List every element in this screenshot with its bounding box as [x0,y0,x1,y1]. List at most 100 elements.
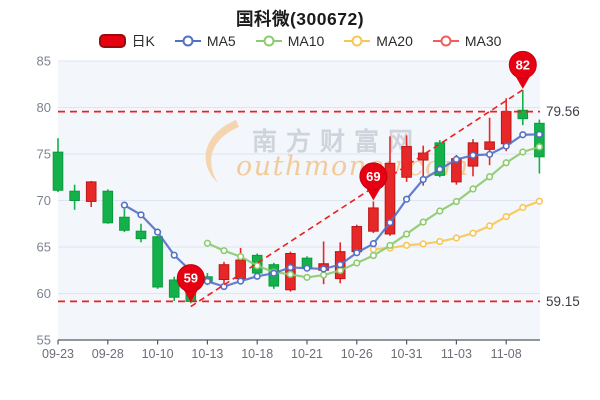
ma-point-ma10 [203,239,211,247]
candle-body [135,230,147,240]
ma-point-ma5 [486,150,494,158]
candle-body [484,141,495,150]
ma-point-ma5 [403,195,411,203]
ma-point-ma5 [237,277,245,285]
trend-line [190,89,524,308]
legend-item-ma20[interactable]: MA20 [344,33,413,49]
ma-point-ma10 [403,230,411,238]
ma-point-ma20 [535,197,544,205]
ma-point-ma5 [170,251,178,259]
x-axis-label: 09-23 [42,347,74,361]
x-axis-label: 11-03 [441,347,472,361]
legend-item-ma5[interactable]: MA5 [174,33,236,49]
x-axis-label: 10-18 [241,347,273,361]
chart-legend: 日K MA5 MA10 MA20 MA30 [0,31,600,51]
candle-body [384,162,396,235]
marker-balloon-69 [359,162,388,191]
candle-body [401,146,412,178]
watermark-swoosh [205,120,239,183]
candle-body [434,142,446,176]
chart-title: 国科微(300672) [235,9,365,29]
candle-body [69,190,80,201]
y-axis-label: 60 [37,286,51,301]
legend-label: MA5 [206,33,236,49]
candle-body [102,190,114,224]
legend-item-ma10[interactable]: MA10 [255,33,325,49]
candle-body [417,152,429,161]
ma-point-ma5 [120,201,128,209]
candle-body [52,151,64,191]
candle-body [534,122,545,158]
y-axis-label: 55 [37,333,51,348]
y-axis-label: 85 [37,54,51,69]
ma-point-ma20 [486,222,494,230]
ma5-marker-icon [174,35,201,47]
ma-point-ma5 [353,249,361,257]
ma-point-ma5 [386,219,394,227]
ma-point-ma20 [502,213,510,221]
x-axis-label: 10-13 [191,347,223,361]
ma-point-ma10 [320,271,328,279]
ma-point-ma5 [286,263,295,272]
watermark-en: outhmoney.com [236,151,470,182]
ma-point-ma10 [253,262,261,270]
candle-body [368,207,379,232]
x-axis-label: 10-26 [341,347,373,361]
candle-body [351,226,363,253]
ma-point-ma5 [320,265,328,273]
marker-balloon-tail [515,75,531,89]
marker-balloon-label: 59 [184,271,198,286]
x-axis-label: 10-31 [391,347,423,361]
ma-point-ma10 [436,207,444,215]
candle-body [517,109,529,120]
watermark-cn: 南方财富网 [252,127,422,156]
y-axis-label: 70 [37,193,51,208]
ma-point-ma20 [419,240,427,248]
ma-point-ma10 [353,259,361,267]
ma-point-ma20 [519,203,527,212]
ma-point-ma10 [220,247,228,255]
ma-point-ma5 [436,165,444,173]
ma-point-ma10 [452,197,461,206]
ma-point-ma10 [237,253,245,261]
ma-point-ma10 [419,218,427,226]
ma-point-ma5 [469,151,477,159]
legend-label: MA30 [464,33,502,49]
y-axis-label: 75 [37,147,51,162]
ma-point-ma10 [486,173,494,181]
ma-point-ma5 [369,240,378,248]
ma-point-ma5 [203,277,211,285]
ma-point-ma5 [303,264,311,272]
ma30-marker-icon [432,35,459,47]
marker-balloon-tail [183,289,199,303]
legend-item-daily-k[interactable]: 日K [98,31,155,51]
ma-point-ma5 [270,269,278,277]
candle-body [85,181,97,202]
price-label: 79.56 [546,104,580,119]
candle-body [119,216,130,231]
marker-balloon-tail [365,187,381,201]
ma-point-ma5 [535,130,544,138]
y-axis-label: 80 [37,100,51,115]
legend-item-ma30[interactable]: MA30 [432,33,502,49]
ma-point-ma5 [154,228,162,236]
marker-balloon-59 [176,264,205,293]
ma-point-ma10 [386,241,394,250]
candle-body [152,236,163,288]
x-axis-label: 10-21 [291,347,323,361]
ma-point-ma5 [519,131,527,139]
x-axis-label: 09-28 [92,347,124,361]
legend-label: MA10 [287,33,325,49]
ma-point-ma10 [303,273,311,281]
ma-point-ma10 [369,251,378,260]
candle-body [168,279,180,298]
ma-point-ma5 [220,282,228,291]
ma-point-ma5 [336,261,344,269]
price-label: 59.15 [546,294,580,309]
ma10-marker-icon [255,35,282,47]
marker-balloon-label: 69 [366,169,380,184]
x-axis-label: 11-08 [491,347,522,361]
ma-point-ma20 [469,229,477,237]
ma-point-ma20 [436,237,444,246]
